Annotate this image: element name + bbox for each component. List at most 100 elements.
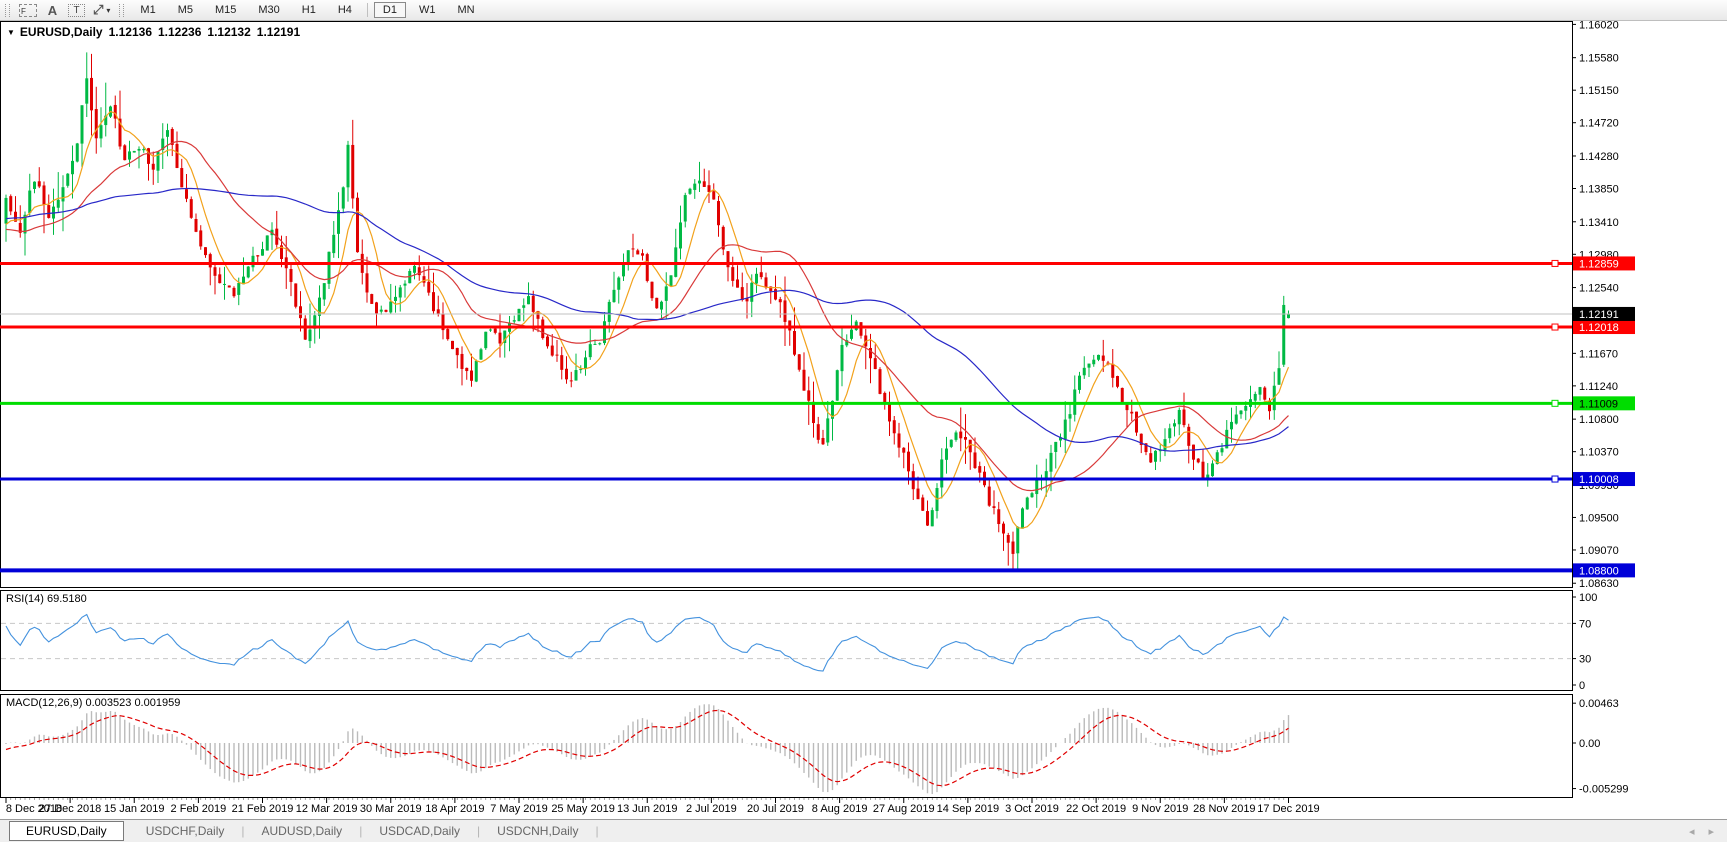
date-label: 15 Jan 2019 — [104, 803, 165, 815]
rsi-tick-label: 100 — [1579, 592, 1597, 604]
price-tick-label: 1.15150 — [1579, 85, 1619, 97]
toolbar-separator — [366, 3, 368, 17]
line-price-label — [1573, 563, 1635, 578]
toolbar-grip[interactable] — [5, 3, 10, 17]
current-price-label-text: 1.12191 — [1579, 309, 1619, 321]
timeframe-h4[interactable]: H4 — [337, 4, 352, 16]
toolbar: F A T ⤢ ▾ M1 M5 M15 M30 H1 H4 D1 W1 MN — [0, 0, 1727, 21]
text-box-tool[interactable]: T — [68, 3, 85, 17]
low-value: 1.12132 — [207, 25, 251, 39]
tab-scroll-right-icon[interactable]: ▸ — [1708, 825, 1714, 838]
date-label: 2 Feb 2019 — [171, 803, 227, 815]
chart-title: ▼ EURUSD,Daily 1.12136 1.12236 1.12132 1.1219… — [7, 25, 300, 39]
line-price-label-text: 1.12859 — [1579, 258, 1619, 270]
text-label-tool[interactable]: A — [47, 2, 58, 18]
symbol-tab-bar: EURUSD,Daily USDCHF,Daily | AUDUSD,Daily | US… — [0, 819, 1727, 842]
price-tick-label: 1.16020 — [1579, 19, 1619, 31]
line-drag-handle[interactable] — [1551, 475, 1559, 483]
line-drag-handle[interactable] — [1551, 399, 1559, 407]
date-label: 3 Oct 2019 — [1005, 803, 1059, 815]
open-value: 1.12136 — [108, 25, 152, 39]
line-drag-handle[interactable] — [1551, 259, 1559, 267]
collapse-triangle-icon[interactable]: ▼ — [7, 28, 15, 37]
dropdown-caret-icon[interactable]: ▾ — [106, 5, 111, 15]
arrows-tool[interactable]: ⤢ ▾ — [93, 2, 111, 17]
line-price-label — [1573, 256, 1635, 271]
tab-scroll-left-icon[interactable]: ◂ — [1688, 825, 1695, 838]
candlestick-series — [4, 52, 1290, 570]
symbol-tab-audusd[interactable]: AUDUSD,Daily — [261, 824, 343, 838]
macd-indicator-label: MACD(12,26,9) 0.003523 0.001959 — [6, 697, 180, 709]
price-tick-label: 1.10370 — [1579, 447, 1619, 459]
macd-signal-line — [5, 709, 1289, 787]
timeframe-m15[interactable]: M15 — [214, 4, 237, 16]
high-value: 1.12236 — [158, 25, 202, 39]
price-tick-label: 1.14280 — [1579, 151, 1619, 163]
date-label: 21 Feb 2019 — [232, 803, 294, 815]
price-tick-label: 1.09500 — [1579, 512, 1619, 524]
toolbar-grip[interactable] — [119, 3, 125, 17]
timeframe-d1[interactable]: D1 — [373, 2, 406, 18]
rsi-tick-label: 0 — [1579, 680, 1585, 692]
date-label: 17 Dec 2019 — [1257, 803, 1319, 815]
line-studies-toolbar: F A T ⤢ ▾ — [15, 2, 114, 18]
date-label: 27 Aug 2019 — [873, 803, 935, 815]
moving-average-25-line — [5, 140, 1289, 492]
rsi-tick-label: 30 — [1579, 654, 1591, 666]
price-tick-label: 1.08630 — [1579, 578, 1619, 590]
close-value: 1.12191 — [256, 25, 301, 39]
date-label: 30 Mar 2019 — [360, 803, 422, 815]
tab-separator: | — [477, 824, 481, 838]
date-label: 8 Aug 2019 — [812, 803, 868, 815]
rsi-current-value: 69.5180 — [46, 593, 87, 605]
line-drag-handle[interactable] — [1551, 323, 1559, 331]
date-label: 28 Nov 2019 — [1193, 803, 1255, 815]
price-tick-label: 1.11240 — [1579, 381, 1618, 393]
price-tick-label: 1.10800 — [1579, 414, 1619, 426]
macd-name: MACD(12,26,9) — [6, 697, 83, 709]
symbol-tab-usdchf[interactable]: USDCHF,Daily — [145, 824, 225, 838]
macd-signal-value: 0.001959 — [134, 697, 181, 709]
date-label: 20 Jul 2019 — [747, 803, 804, 815]
date-axis — [5, 798, 1289, 803]
timeframe-h1[interactable]: H1 — [301, 4, 316, 16]
rsi-pane-border — [0, 590, 1573, 691]
price-tick-label: 1.11670 — [1579, 348, 1618, 360]
date-label: 9 Nov 2019 — [1132, 803, 1188, 815]
line-price-label — [1573, 320, 1635, 335]
date-label: 27 Dec 2018 — [39, 803, 101, 815]
current-price-label — [1573, 306, 1635, 321]
timeframe-mn[interactable]: MN — [457, 4, 475, 16]
tab-separator: | — [595, 824, 599, 838]
symbol-tab-usdcad[interactable]: USDCAD,Daily — [379, 824, 460, 838]
timeframe-m30[interactable]: M30 — [258, 4, 280, 16]
date-label: 7 May 2019 — [490, 803, 547, 815]
date-label: 2 Jul 2019 — [686, 803, 737, 815]
line-price-label — [1573, 396, 1635, 411]
date-label: 8 Dec 2018 — [6, 803, 62, 815]
price-tick-label: 1.15580 — [1579, 53, 1619, 65]
macd-tick-label: -0.005299 — [1579, 784, 1629, 796]
date-label: 25 May 2019 — [551, 803, 615, 815]
timeframes-toolbar: M1 M5 M15 M30 H1 H4 D1 W1 MN — [129, 2, 485, 18]
price-tick-label: 1.12540 — [1579, 283, 1619, 295]
date-label: 18 Apr 2019 — [425, 803, 484, 815]
symbol-tab-usdcnh[interactable]: USDCNH,Daily — [497, 824, 579, 838]
rsi-name: RSI(14) — [6, 593, 44, 605]
moving-average-60-line — [5, 187, 1289, 452]
timeframe-w1[interactable]: W1 — [418, 4, 436, 16]
timeframe-m1[interactable]: M1 — [140, 4, 156, 16]
macd-tick-label: 0.00463 — [1579, 698, 1619, 710]
chart-frame-tool[interactable]: F — [19, 3, 37, 17]
date-label: 14 Sep 2019 — [937, 803, 999, 815]
price-tick-label: 1.13410 — [1579, 217, 1619, 229]
line-price-label-text: 1.08800 — [1579, 565, 1619, 577]
rsi-indicator-label: RSI(14) 69.5180 — [6, 593, 87, 605]
main-pane-border — [0, 21, 1573, 588]
symbol-label: EURUSD,Daily — [19, 25, 103, 39]
macd-tick-label: 0.00 — [1579, 738, 1600, 750]
timeframe-m5[interactable]: M5 — [177, 4, 193, 16]
line-price-label-text: 1.11009 — [1579, 398, 1618, 410]
symbol-tab-eurusd[interactable]: EURUSD,Daily — [9, 821, 124, 841]
